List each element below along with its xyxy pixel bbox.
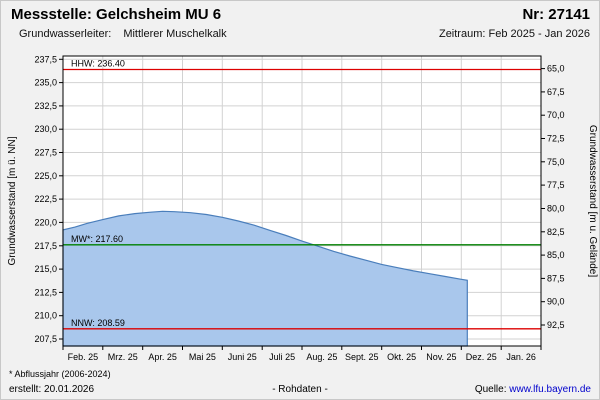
- svg-text:Feb. 25: Feb. 25: [68, 352, 99, 362]
- footnote-abflussjahr: * Abflussjahr (2006-2024): [9, 369, 111, 379]
- svg-text:227,5: 227,5: [34, 148, 57, 158]
- svg-text:Okt. 25: Okt. 25: [387, 352, 416, 362]
- svg-text:72,5: 72,5: [547, 134, 565, 144]
- svg-text:217,5: 217,5: [34, 241, 57, 251]
- svg-text:77,5: 77,5: [547, 180, 565, 190]
- svg-text:Aug. 25: Aug. 25: [306, 352, 337, 362]
- aquifer-value: Mittlerer Muschelkalk: [123, 28, 227, 40]
- period-label: Zeitraum: Feb 2025 - Jan 2026: [438, 28, 590, 40]
- data-type-label: - Rohdaten -: [272, 384, 328, 395]
- svg-text:Juli 25: Juli 25: [269, 352, 295, 362]
- svg-text:80,0: 80,0: [547, 204, 565, 214]
- svg-text:215,0: 215,0: [34, 264, 57, 274]
- source-row: Quelle: www.lfu.bayern.de: [475, 384, 591, 395]
- station-number: Nr: 27141: [522, 6, 590, 23]
- svg-text:222,5: 222,5: [34, 194, 57, 204]
- svg-text:212,5: 212,5: [34, 287, 57, 297]
- svg-text:Mai 25: Mai 25: [189, 352, 216, 362]
- reference-line-label-mw: MW*: 217.60: [71, 234, 123, 244]
- svg-text:Juni 25: Juni 25: [228, 352, 257, 362]
- svg-text:210,0: 210,0: [34, 311, 57, 321]
- svg-text:67,5: 67,5: [547, 87, 565, 97]
- aquifer-row: Grundwasserleiter: Mittlerer Muschelkalk: [19, 28, 227, 40]
- svg-text:Jan. 26: Jan. 26: [506, 352, 536, 362]
- svg-text:225,0: 225,0: [34, 171, 57, 181]
- svg-text:207,5: 207,5: [34, 334, 57, 344]
- y-axis-right: 65,0 67,5 70,0 72,5 75,0 77,5 80,0 82,5 85,0 87,5…: [541, 64, 565, 330]
- svg-text:82,5: 82,5: [547, 227, 565, 237]
- y-axis-left-title: Grundwasserstand [m ü. NN]: [7, 136, 18, 265]
- svg-text:220,0: 220,0: [34, 217, 57, 227]
- source-label: Quelle:: [474, 384, 507, 395]
- svg-text:Sept. 25: Sept. 25: [345, 352, 379, 362]
- station-title: Messstelle: Gelchsheim MU 6: [11, 6, 222, 23]
- svg-text:70,0: 70,0: [547, 110, 565, 120]
- svg-text:Apr. 25: Apr. 25: [148, 352, 177, 362]
- svg-text:232,5: 232,5: [34, 101, 57, 111]
- x-axis: Feb. 25 Mrz. 25 Apr. 25 Mai 25 Juni 25 Juli 2…: [62, 346, 542, 362]
- svg-text:Dez. 25: Dez. 25: [466, 352, 497, 362]
- reference-line-label-nnw: NNW: 208.59: [71, 318, 125, 328]
- svg-text:235,0: 235,0: [34, 78, 57, 88]
- svg-text:87,5: 87,5: [547, 273, 565, 283]
- svg-text:75,0: 75,0: [547, 157, 565, 167]
- svg-text:237,5: 237,5: [34, 54, 57, 64]
- aquifer-label: Grundwasserleiter:: [19, 28, 112, 40]
- source-link[interactable]: www.lfu.bayern.de: [509, 384, 591, 395]
- svg-text:90,0: 90,0: [547, 297, 565, 307]
- svg-text:Nov. 25: Nov. 25: [426, 352, 456, 362]
- svg-text:Mrz. 25: Mrz. 25: [108, 352, 138, 362]
- y-axis-left: 237,5 235,0 232,5 230,0 227,5 225,0 222,5 220,0…: [34, 54, 63, 344]
- svg-text:92,5: 92,5: [547, 320, 565, 330]
- svg-text:230,0: 230,0: [34, 124, 57, 134]
- svg-text:85,0: 85,0: [547, 250, 565, 260]
- reference-line-label-hhw: HHW: 236.40: [71, 59, 125, 69]
- y-axis-right-title: Grundwasserstand [m u. Gelände]: [587, 125, 598, 278]
- created-date: erstellt: 20.01.2026: [9, 384, 95, 395]
- svg-text:65,0: 65,0: [547, 64, 565, 74]
